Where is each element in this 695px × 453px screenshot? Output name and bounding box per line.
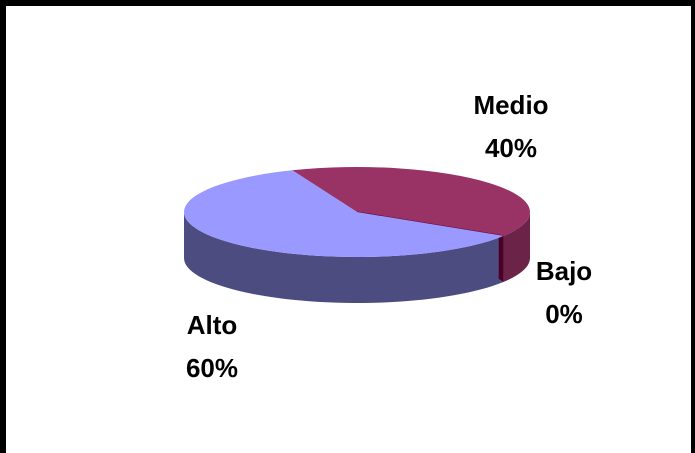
pie-slice-alto <box>183 170 504 258</box>
pie-sides <box>184 212 530 303</box>
label-medio-name: Medio <box>473 90 548 120</box>
pie-side-bajo <box>498 233 504 282</box>
pie-slice-medio <box>292 167 530 236</box>
label-alto-value: 60% <box>186 353 238 383</box>
pie-side-alto <box>184 212 504 303</box>
label-bajo-value: 0% <box>545 299 583 329</box>
label-alto-name: Alto <box>187 310 238 340</box>
label-bajo-name: Bajo <box>536 256 592 286</box>
pie-labels: Medio 40% Bajo 0% Alto 60% <box>186 90 592 383</box>
label-medio-value: 40% <box>485 133 537 163</box>
pie-side-medio <box>503 212 530 282</box>
pie-tops <box>183 167 530 258</box>
